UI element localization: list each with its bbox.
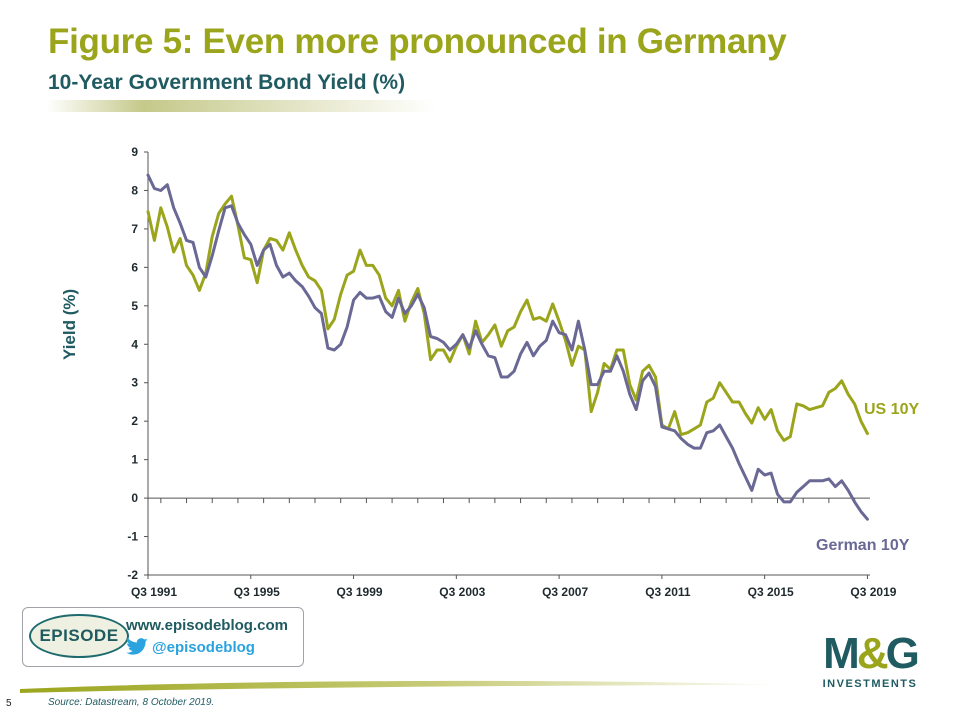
- twitter-handle: @episodeblog: [152, 638, 255, 656]
- x-tick-label: Q3 1999: [337, 585, 383, 599]
- us-10y-label: US 10Y: [864, 401, 919, 418]
- y-tick-label: 7: [131, 222, 138, 236]
- x-tick-label: Q3 2003: [439, 585, 485, 599]
- y-tick-label: 9: [131, 145, 138, 159]
- twitter-bird-icon: [126, 638, 148, 655]
- bond-yield-chart: -2 -1 0 1 2 3 4 5 6 7 8 9 Q3 1991 Q3 1995 Q3 1999 Q3 20…: [127, 145, 919, 599]
- x-tick-label: Q3 1995: [234, 585, 280, 599]
- episode-banner[interactable]: EPISODE: [22, 607, 304, 667]
- y-tick-label: 0: [131, 491, 138, 505]
- y-tick-label: 5: [131, 299, 138, 313]
- y-tick-label: 1: [131, 453, 138, 467]
- us-10y-line: [146, 194, 869, 442]
- mg-logo-text: M&G: [823, 629, 920, 678]
- x-tick-label: Q3 2007: [542, 585, 588, 599]
- blog-url-link[interactable]: www.episodeblog.com: [126, 617, 288, 634]
- x-tick-label: Q3 2011: [645, 585, 691, 599]
- y-tick-label: 2: [131, 414, 138, 428]
- mg-logo-subtext: INVESTMENTS: [822, 678, 918, 690]
- german-10y-label: German 10Y: [816, 537, 910, 554]
- y-tick-label: -1: [127, 530, 138, 544]
- mg-investments-logo: M&G INVESTMENTS: [808, 632, 932, 696]
- source-note: Source: Datastream, 8 October 2019.: [48, 697, 215, 708]
- page-number: 5: [6, 698, 12, 709]
- x-tick-label: Q3 2015: [748, 585, 794, 599]
- twitter-link[interactable]: @episodeblog: [126, 638, 255, 656]
- x-tick-label: Q3 1991: [131, 585, 177, 599]
- y-tick-label: 4: [131, 337, 138, 351]
- footer-swoosh: [20, 680, 790, 693]
- y-tick-label: 8: [131, 183, 138, 197]
- german-10y-line: [146, 173, 869, 521]
- x-tick-label: Q3 2019: [850, 585, 896, 599]
- episode-logo: EPISODE: [29, 614, 129, 658]
- y-tick-label: 6: [131, 260, 138, 274]
- page-title: Figure 5: Even more pronounced in German…: [48, 22, 787, 61]
- page-subtitle: 10-Year Government Bond Yield (%): [48, 71, 406, 94]
- title-underline: [46, 100, 436, 112]
- y-tick-label: -2: [127, 568, 138, 582]
- y-tick-label: 3: [131, 376, 138, 390]
